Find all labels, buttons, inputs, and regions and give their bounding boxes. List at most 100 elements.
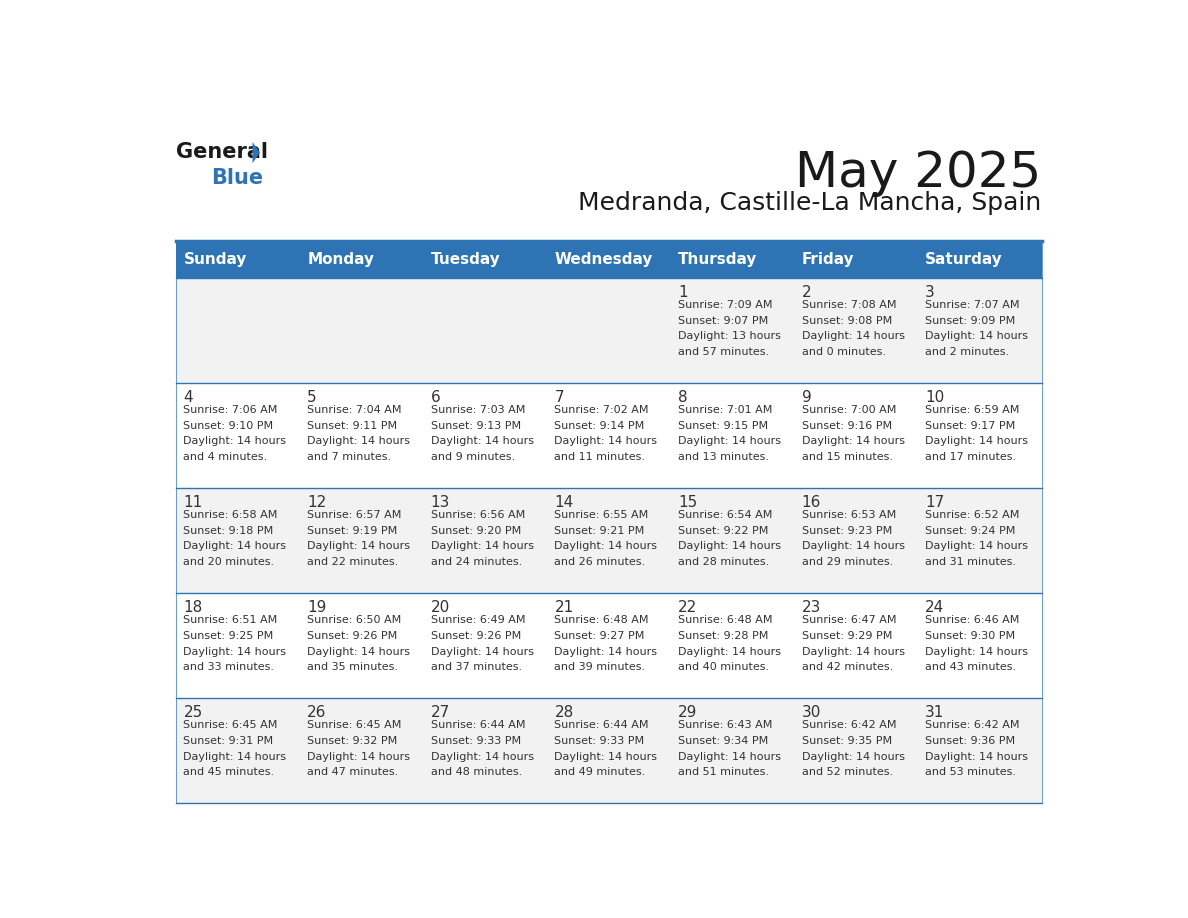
Text: and 39 minutes.: and 39 minutes.: [555, 662, 645, 672]
Text: Sunset: 9:18 PM: Sunset: 9:18 PM: [183, 526, 273, 536]
Text: Sunrise: 6:54 AM: Sunrise: 6:54 AM: [678, 510, 772, 521]
Text: Daylight: 14 hours: Daylight: 14 hours: [678, 436, 781, 446]
Text: and 9 minutes.: and 9 minutes.: [431, 452, 514, 462]
Text: Sunrise: 7:00 AM: Sunrise: 7:00 AM: [802, 406, 896, 415]
Bar: [299, 487, 423, 593]
Text: Sunset: 9:32 PM: Sunset: 9:32 PM: [308, 736, 397, 746]
Text: and 28 minutes.: and 28 minutes.: [678, 557, 770, 567]
Text: Daylight: 14 hours: Daylight: 14 hours: [678, 542, 781, 552]
Text: 17: 17: [925, 495, 944, 509]
Bar: [423, 698, 546, 803]
Text: Sunrise: 6:42 AM: Sunrise: 6:42 AM: [802, 721, 896, 731]
Bar: [176, 593, 299, 698]
Text: 5: 5: [308, 390, 317, 405]
Text: 21: 21: [555, 599, 574, 615]
Text: Sunrise: 6:55 AM: Sunrise: 6:55 AM: [555, 510, 649, 521]
Text: Thursday: Thursday: [678, 252, 758, 267]
Text: Daylight: 14 hours: Daylight: 14 hours: [183, 542, 286, 552]
Text: Sunrise: 7:09 AM: Sunrise: 7:09 AM: [678, 300, 772, 310]
Bar: [423, 383, 546, 487]
Text: and 17 minutes.: and 17 minutes.: [925, 452, 1017, 462]
Text: Sunset: 9:14 PM: Sunset: 9:14 PM: [555, 420, 645, 431]
Text: Sunset: 9:09 PM: Sunset: 9:09 PM: [925, 316, 1016, 326]
Text: Daylight: 13 hours: Daylight: 13 hours: [678, 331, 781, 341]
Text: Sunset: 9:34 PM: Sunset: 9:34 PM: [678, 736, 769, 746]
Text: Sunrise: 6:57 AM: Sunrise: 6:57 AM: [308, 510, 402, 521]
Text: and 37 minutes.: and 37 minutes.: [431, 662, 522, 672]
Text: Sunrise: 6:56 AM: Sunrise: 6:56 AM: [431, 510, 525, 521]
Text: 12: 12: [308, 495, 327, 509]
Text: and 22 minutes.: and 22 minutes.: [308, 557, 398, 567]
Text: Sunrise: 6:58 AM: Sunrise: 6:58 AM: [183, 510, 278, 521]
Bar: [546, 698, 671, 803]
Text: Sunrise: 7:08 AM: Sunrise: 7:08 AM: [802, 300, 896, 310]
Text: Sunset: 9:28 PM: Sunset: 9:28 PM: [678, 631, 769, 641]
Bar: [918, 487, 1042, 593]
Text: Sunset: 9:26 PM: Sunset: 9:26 PM: [308, 631, 397, 641]
Bar: [795, 593, 918, 698]
Text: Daylight: 14 hours: Daylight: 14 hours: [431, 436, 533, 446]
Text: and 51 minutes.: and 51 minutes.: [678, 767, 769, 778]
Text: General: General: [176, 142, 268, 162]
Text: Sunrise: 7:04 AM: Sunrise: 7:04 AM: [308, 406, 402, 415]
Text: and 53 minutes.: and 53 minutes.: [925, 767, 1016, 778]
Text: 16: 16: [802, 495, 821, 509]
Text: 25: 25: [183, 705, 203, 720]
Text: Daylight: 14 hours: Daylight: 14 hours: [308, 752, 410, 762]
Text: and 15 minutes.: and 15 minutes.: [802, 452, 892, 462]
Text: and 20 minutes.: and 20 minutes.: [183, 557, 274, 567]
Bar: [671, 383, 795, 487]
Text: Sunset: 9:17 PM: Sunset: 9:17 PM: [925, 420, 1016, 431]
Text: Sunrise: 6:48 AM: Sunrise: 6:48 AM: [555, 615, 649, 625]
Text: Sunrise: 6:46 AM: Sunrise: 6:46 AM: [925, 615, 1019, 625]
Text: Sunset: 9:20 PM: Sunset: 9:20 PM: [431, 526, 522, 536]
Text: Sunrise: 6:44 AM: Sunrise: 6:44 AM: [555, 721, 649, 731]
Text: and 13 minutes.: and 13 minutes.: [678, 452, 769, 462]
Text: Daylight: 14 hours: Daylight: 14 hours: [802, 542, 905, 552]
Bar: [546, 277, 671, 383]
Text: and 47 minutes.: and 47 minutes.: [308, 767, 398, 778]
Text: 15: 15: [678, 495, 697, 509]
Text: Sunset: 9:15 PM: Sunset: 9:15 PM: [678, 420, 769, 431]
Text: and 35 minutes.: and 35 minutes.: [308, 662, 398, 672]
Bar: [671, 593, 795, 698]
Text: Daylight: 14 hours: Daylight: 14 hours: [802, 436, 905, 446]
Bar: [795, 277, 918, 383]
Text: Sunrise: 7:02 AM: Sunrise: 7:02 AM: [555, 406, 649, 415]
Text: Monday: Monday: [308, 252, 374, 267]
Text: Sunset: 9:07 PM: Sunset: 9:07 PM: [678, 316, 769, 326]
Bar: [795, 698, 918, 803]
Text: Sunset: 9:23 PM: Sunset: 9:23 PM: [802, 526, 892, 536]
Text: 26: 26: [308, 705, 327, 720]
Text: and 4 minutes.: and 4 minutes.: [183, 452, 267, 462]
Text: Sunrise: 7:01 AM: Sunrise: 7:01 AM: [678, 406, 772, 415]
Text: and 45 minutes.: and 45 minutes.: [183, 767, 274, 778]
Bar: [918, 593, 1042, 698]
Bar: [546, 241, 671, 277]
Text: 18: 18: [183, 599, 203, 615]
Text: 29: 29: [678, 705, 697, 720]
Text: and 7 minutes.: and 7 minutes.: [308, 452, 391, 462]
Text: 13: 13: [431, 495, 450, 509]
Text: 27: 27: [431, 705, 450, 720]
Text: and 48 minutes.: and 48 minutes.: [431, 767, 522, 778]
Bar: [671, 277, 795, 383]
Text: Sunrise: 6:49 AM: Sunrise: 6:49 AM: [431, 615, 525, 625]
Text: 11: 11: [183, 495, 203, 509]
Bar: [918, 698, 1042, 803]
Text: Daylight: 14 hours: Daylight: 14 hours: [308, 436, 410, 446]
Text: Sunrise: 6:45 AM: Sunrise: 6:45 AM: [183, 721, 278, 731]
Bar: [671, 487, 795, 593]
Text: Daylight: 14 hours: Daylight: 14 hours: [678, 752, 781, 762]
Text: 1: 1: [678, 285, 688, 300]
Bar: [299, 698, 423, 803]
Text: Sunset: 9:30 PM: Sunset: 9:30 PM: [925, 631, 1016, 641]
Text: and 33 minutes.: and 33 minutes.: [183, 662, 274, 672]
Text: Daylight: 14 hours: Daylight: 14 hours: [678, 646, 781, 656]
Text: 31: 31: [925, 705, 944, 720]
Text: Sunset: 9:19 PM: Sunset: 9:19 PM: [308, 526, 397, 536]
Text: Medranda, Castille-La Mancha, Spain: Medranda, Castille-La Mancha, Spain: [579, 192, 1042, 216]
Text: Sunset: 9:10 PM: Sunset: 9:10 PM: [183, 420, 273, 431]
Text: and 29 minutes.: and 29 minutes.: [802, 557, 893, 567]
Text: Sunrise: 6:48 AM: Sunrise: 6:48 AM: [678, 615, 772, 625]
